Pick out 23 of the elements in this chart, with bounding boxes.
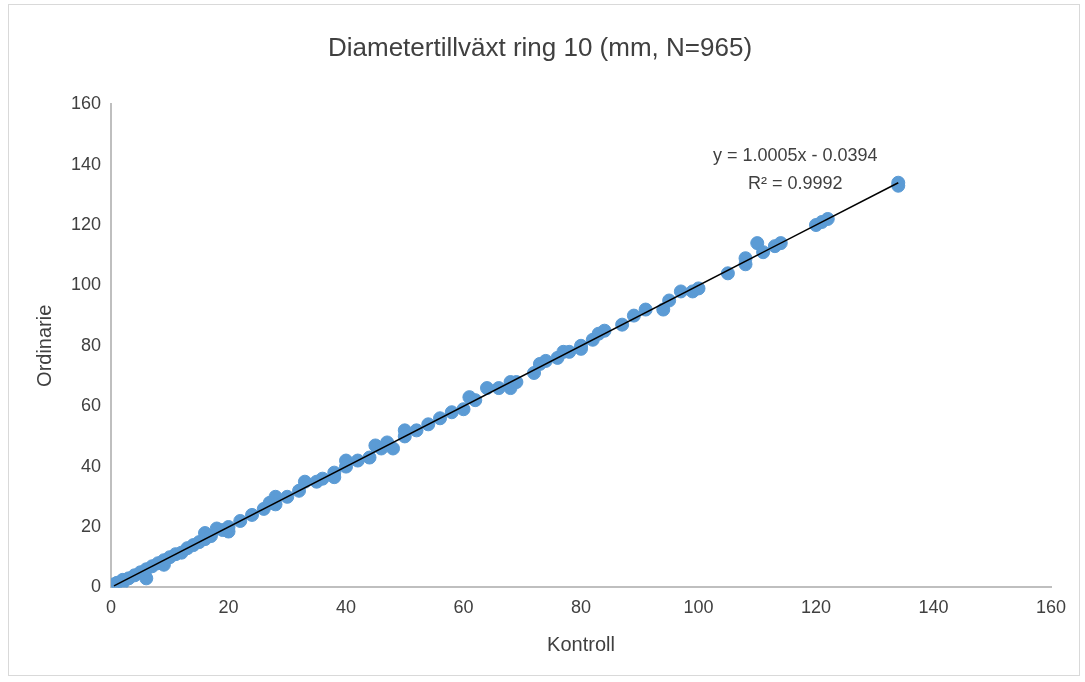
annotation: y = 1.0005x - 0.0394: [713, 145, 878, 166]
y-axis-title: Ordinarie: [32, 304, 55, 387]
x-tick-label: 40: [336, 597, 357, 618]
x-tick-label: 100: [683, 597, 714, 618]
annotation: R² = 0.9992: [748, 173, 843, 194]
chart-title: Diametertillväxt ring 10 (mm, N=965): [327, 31, 753, 62]
x-tick-label: 0: [106, 597, 117, 618]
x-tick-label: 140: [918, 597, 949, 618]
y-tick-label: 100: [70, 274, 102, 295]
y-tick-label: 120: [70, 213, 102, 234]
y-tick-label: 40: [81, 455, 102, 476]
x-axis-title: Kontroll: [547, 632, 615, 655]
x-tick-label: 160: [1035, 597, 1067, 618]
y-tick-label: 160: [70, 93, 102, 114]
x-tick-label: 80: [571, 597, 592, 618]
y-tick-label: 60: [81, 395, 102, 416]
y-tick-label: 20: [81, 515, 102, 536]
y-tick-label: 80: [81, 334, 102, 355]
y-tick-label: 0: [91, 576, 102, 597]
x-tick-label: 20: [218, 597, 239, 618]
y-tick-label: 140: [70, 153, 102, 174]
x-tick-label: 120: [800, 597, 832, 618]
x-tick-label: 60: [453, 597, 474, 618]
